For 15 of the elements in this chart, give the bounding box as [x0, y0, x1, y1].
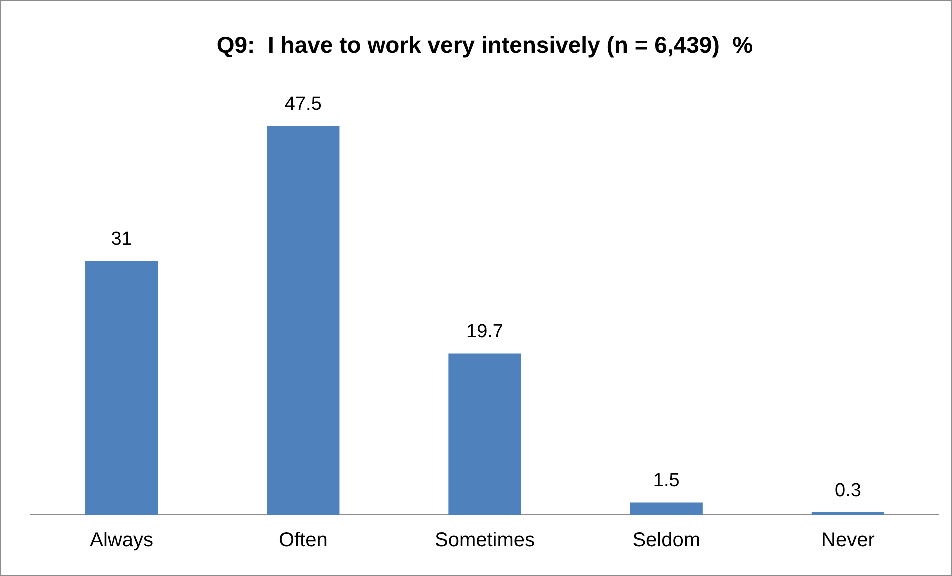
data-label: 19.7	[466, 321, 504, 342]
bar	[448, 354, 522, 515]
x-tick-label: Often	[278, 530, 328, 552]
data-label: 31	[111, 228, 132, 250]
x-tick-label: Always	[90, 530, 154, 552]
x-tick-label: Never	[822, 530, 876, 552]
bar	[85, 261, 158, 515]
data-label: 1.5	[653, 470, 680, 492]
x-tick-label: Seldom	[632, 530, 701, 552]
bar	[267, 126, 340, 515]
bar	[630, 502, 703, 515]
data-label: 0.3	[834, 480, 862, 502]
x-tick-label: Sometimes	[434, 530, 536, 552]
chart-title: Q9: I have to work very intensively (n = 6,439) %	[216, 32, 754, 58]
data-label: 47.5	[284, 94, 322, 115]
